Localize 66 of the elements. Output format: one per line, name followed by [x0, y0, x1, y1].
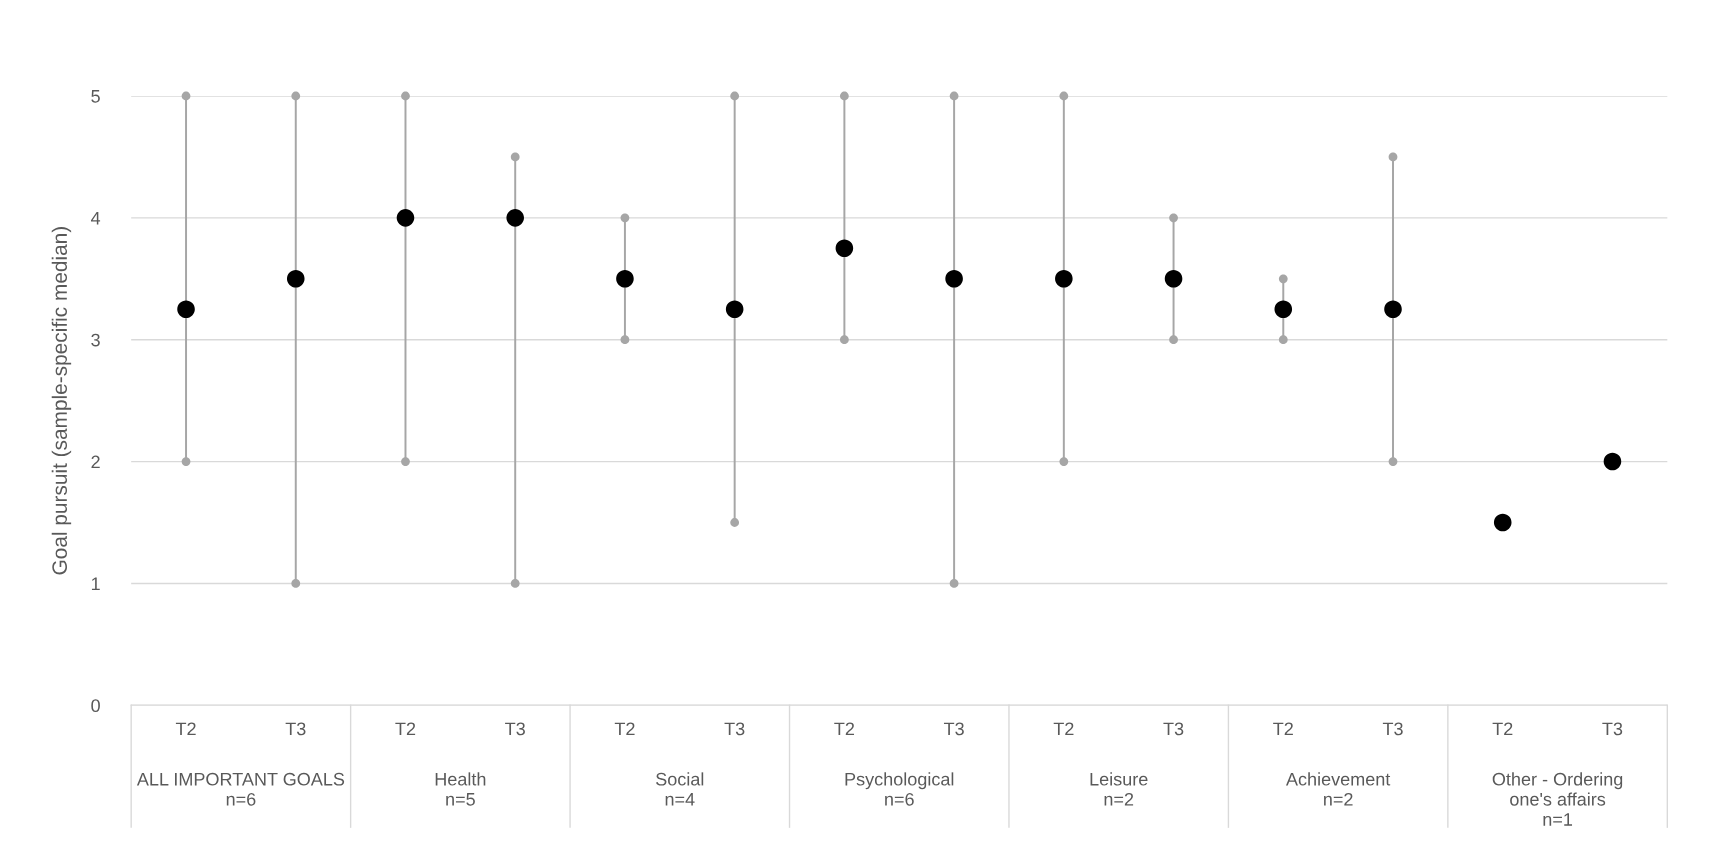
x-tick-label: T2: [834, 722, 855, 736]
point: [725, 300, 744, 319]
point: [730, 91, 740, 101]
point: [839, 335, 849, 345]
text: Achievement n=2: [1286, 772, 1391, 806]
y-tick-label: 4: [90, 211, 101, 225]
x-tick-label: T3: [724, 722, 745, 736]
text: Leisure n=2: [1090, 772, 1148, 806]
point: [949, 91, 959, 101]
point: [1384, 300, 1402, 319]
point: [839, 91, 849, 101]
x-tick-label: T3: [1602, 722, 1623, 736]
point: [1164, 270, 1183, 288]
point: [401, 91, 410, 101]
x-tick-label: T2: [1492, 722, 1513, 736]
x-tick-label: T2: [395, 722, 416, 736]
point: [181, 457, 191, 466]
point: [1055, 270, 1073, 288]
text: Psychological n=6: [845, 772, 954, 806]
point: [949, 579, 959, 588]
point: [291, 91, 301, 101]
x-tick-label: T2: [1273, 722, 1293, 736]
text: Health n=5: [435, 772, 486, 806]
point: [1388, 152, 1398, 162]
point: [1059, 91, 1069, 101]
y-tick-label: 3: [91, 333, 100, 347]
x-tick-label: T3: [1163, 722, 1184, 736]
text: Other - Ordering one's affairs n=1: [1492, 772, 1623, 826]
y-axis-title: Goal pursuit (sample-specific median): [51, 227, 72, 575]
point: [1274, 300, 1293, 319]
point: [510, 152, 520, 162]
point: [616, 270, 634, 288]
point: [1278, 335, 1288, 345]
point: [181, 91, 191, 101]
x-tick-label: T2: [614, 722, 635, 736]
point: [506, 209, 524, 227]
y-tick-label: 0: [91, 699, 100, 713]
x-tick-label: T2: [1053, 722, 1074, 736]
point: [945, 270, 963, 288]
text: ALL IMPORTANT GOALS n=6: [136, 772, 345, 806]
point: [620, 335, 630, 345]
point: [835, 239, 854, 258]
x-tick-label: T3: [285, 722, 306, 736]
y-tick-label: 2: [91, 455, 100, 469]
point: [1169, 213, 1178, 223]
point: [401, 457, 410, 466]
x-tick-label: T3: [1382, 722, 1403, 736]
point: [1603, 452, 1622, 471]
point: [1278, 274, 1288, 284]
point: [1169, 335, 1178, 345]
point: [177, 300, 195, 319]
point: [1059, 457, 1069, 466]
point: [286, 270, 305, 288]
y-tick-label: 1: [91, 577, 100, 590]
point: [1493, 513, 1512, 532]
x-tick-label: T2: [175, 722, 196, 736]
point: [620, 213, 630, 223]
y-tick-label: 5: [91, 90, 100, 103]
x-tick-label: T3: [943, 722, 964, 736]
point: [1388, 457, 1398, 466]
x-tick-label: T3: [505, 722, 525, 736]
point: [730, 518, 740, 527]
point: [291, 579, 301, 588]
point: [510, 579, 520, 588]
point: [396, 209, 415, 227]
text: Social n=4: [656, 772, 704, 806]
